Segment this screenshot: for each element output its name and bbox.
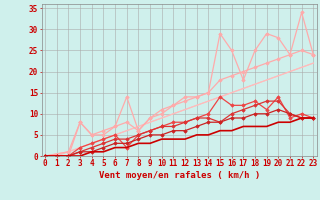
X-axis label: Vent moyen/en rafales ( km/h ): Vent moyen/en rafales ( km/h ) <box>99 171 260 180</box>
